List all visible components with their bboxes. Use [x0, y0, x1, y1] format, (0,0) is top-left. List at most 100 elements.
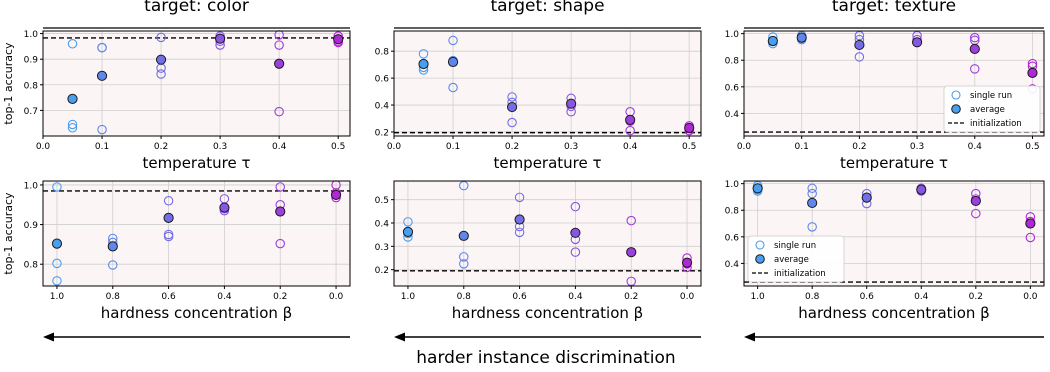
x-tick-label: 0.8: [106, 292, 121, 302]
y-tick-label: 0.9: [24, 221, 39, 231]
x-tick-label: 0.4: [968, 142, 983, 152]
column-title-2: target: shape: [490, 0, 604, 16]
x-tick-label: 0.2: [273, 292, 287, 302]
direction-arrow-head: [394, 332, 405, 342]
panel-hardness-shape: 1.0 0.8 0.6 0.4 0.2 0.0 0.2 0.3 0.4 0.5 hardness c…: [375, 180, 702, 322]
average-point: [796, 32, 807, 43]
average-point: [330, 189, 342, 200]
single-run-point: [108, 260, 118, 270]
x-tick-label: 0.5: [331, 142, 345, 152]
plot-frame: [42, 180, 351, 287]
average-point: [155, 54, 167, 65]
single-run-point: [854, 52, 865, 62]
panel-hardness-color: 1.0 0.8 0.6 0.4 0.2 0.0 0.8 0.9 1.0 hardness conc…: [2, 180, 351, 322]
y-tick-label: 0.8: [375, 48, 390, 58]
legend-single-run-label: single run: [774, 241, 816, 251]
x-tick-label: 0.0: [680, 292, 695, 302]
single-run-point: [459, 252, 469, 262]
y-tick-label: 0.6: [375, 75, 390, 85]
bottom-caption: harder instance discrimination: [416, 348, 675, 368]
single-run-point: [448, 35, 458, 46]
single-run-point: [514, 227, 525, 238]
legend-single-run-marker: [755, 240, 765, 250]
x-tick-label: 0.4: [914, 292, 929, 302]
legend-average-marker: [951, 104, 961, 114]
average-point: [506, 101, 518, 113]
x-tick-label: 0.4: [623, 142, 638, 152]
single-run-point: [274, 106, 284, 117]
average-point: [970, 195, 981, 207]
average-point: [274, 58, 285, 69]
x-axis-label: hardness concentration β: [452, 304, 643, 322]
x-tick-label: 0.0: [387, 142, 402, 152]
single-run-point: [626, 215, 636, 226]
single-run-point: [67, 123, 78, 133]
average-point: [626, 247, 637, 258]
single-run-point: [514, 192, 525, 203]
x-tick-label: 0.8: [805, 292, 820, 302]
single-run-point: [275, 182, 285, 192]
x-tick-label: 0.2: [852, 142, 866, 152]
average-point: [1025, 218, 1036, 229]
y-tick-label: 0.9: [24, 56, 39, 66]
plot-frame: [42, 30, 351, 137]
plot-area: [394, 181, 701, 286]
x-axis-label: hardness concentration β: [798, 304, 989, 322]
single-run-point: [970, 64, 980, 74]
column-title-3: target: texture: [832, 0, 956, 16]
average-point: [458, 230, 469, 241]
average-point: [752, 183, 763, 194]
single-run-point: [97, 42, 107, 53]
legend-single-run-marker: [951, 90, 961, 100]
single-run-point: [67, 119, 78, 130]
average-point: [625, 114, 636, 125]
x-tick-label: 0.8: [457, 292, 472, 302]
single-run-point: [67, 39, 78, 49]
x-tick-label: 0.0: [36, 142, 51, 152]
x-tick-label: 0.1: [795, 142, 809, 152]
legend-average-marker: [755, 254, 765, 264]
y-tick-label: 1.0: [725, 30, 740, 40]
x-tick-label: 0.2: [505, 142, 519, 152]
y-tick-label: 1.0: [725, 180, 740, 190]
single-run-point: [570, 247, 581, 257]
y-tick-label: 0.5: [375, 196, 389, 206]
plot-frame: [393, 180, 702, 287]
legend: single run average initialization: [747, 235, 845, 283]
x-tick-label: 1.0: [50, 292, 65, 302]
y-tick-label: 0.8: [725, 207, 740, 217]
plot-frame: [743, 30, 1045, 137]
x-axis-label: temperature τ: [493, 154, 601, 172]
y-tick-label: 0.4: [375, 102, 390, 112]
single-run-point: [448, 82, 458, 93]
single-run-point: [971, 208, 981, 219]
average-point: [96, 70, 108, 81]
average-point: [219, 202, 230, 213]
plot-frame: [743, 180, 1045, 287]
average-point: [911, 37, 923, 48]
x-tick-label: 0.3: [213, 142, 227, 152]
y-tick-label: 0.8: [24, 81, 39, 91]
direction-arrow-head: [744, 332, 755, 342]
y-tick-label: 0.7: [24, 107, 38, 117]
single-run-point: [156, 69, 166, 79]
x-axis-label: hardness concentration β: [101, 304, 292, 322]
plot-area: [43, 31, 350, 136]
legend-box: [747, 235, 845, 283]
average-point: [767, 35, 778, 47]
y-tick-label: 0.2: [375, 128, 389, 138]
x-tick-label: 1.0: [750, 292, 765, 302]
average-point: [67, 93, 78, 104]
x-tick-label: 0.0: [329, 292, 344, 302]
y-axis-label: top-1 accuracy: [2, 192, 15, 275]
x-tick-label: 0.2: [969, 292, 983, 302]
single-run-point: [97, 124, 107, 135]
plot-area: [43, 181, 350, 286]
single-run-point: [807, 188, 817, 199]
legend-average-label: average: [774, 255, 809, 265]
x-tick-label: 0.6: [512, 292, 527, 302]
legend-box: [943, 85, 1041, 133]
single-run-point: [163, 196, 174, 206]
y-tick-label: 0.6: [725, 83, 740, 93]
x-tick-label: 0.4: [272, 142, 287, 152]
